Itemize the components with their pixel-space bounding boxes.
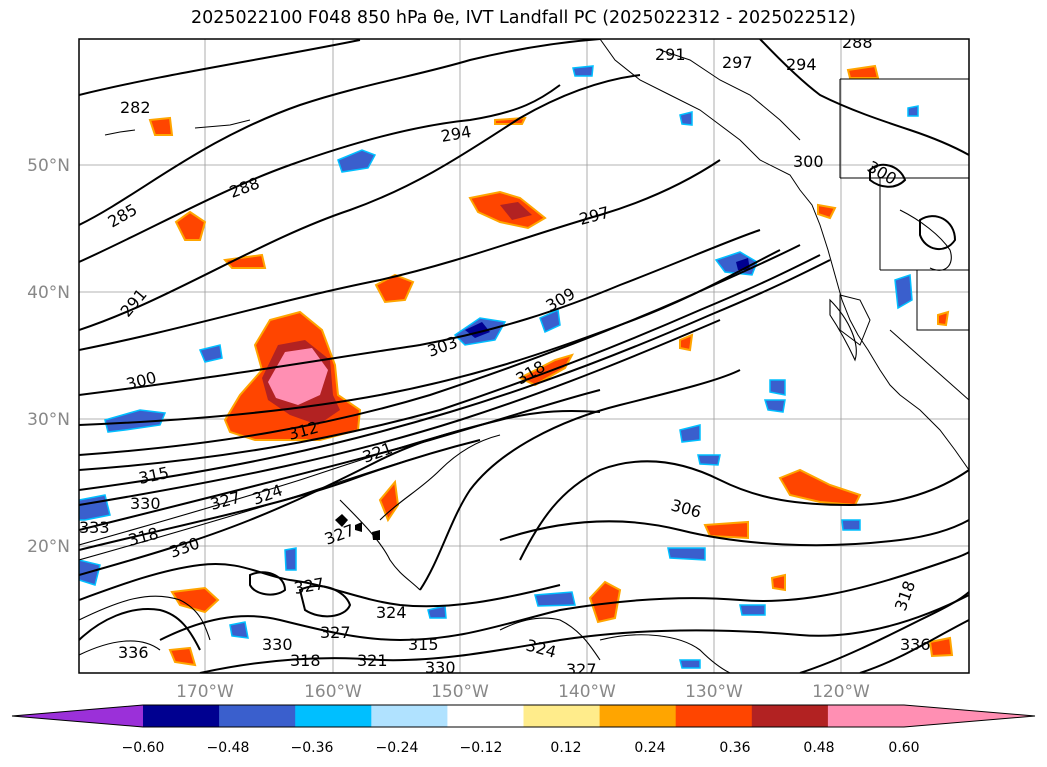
contour-label: 336 bbox=[118, 643, 149, 662]
colorbar-segment bbox=[599, 705, 677, 727]
colorbar-segment bbox=[219, 705, 296, 727]
lon-label-140w: 140°W bbox=[558, 682, 616, 702]
colorbar-segment bbox=[295, 705, 372, 727]
lon-label-130w: 130°W bbox=[685, 682, 743, 702]
colorbar-tick-label: 0.36 bbox=[719, 740, 750, 756]
colorbar-tick-label: 0.12 bbox=[550, 740, 581, 756]
lon-labels: 170°W 160°W 150°W 140°W 130°W 120°W bbox=[176, 682, 870, 702]
theta-e-contours-thin bbox=[79, 209, 952, 673]
colorbar-extend-low bbox=[12, 705, 143, 727]
colorbar-tick-label: −0.36 bbox=[291, 740, 334, 756]
colorbar-tick-label: 0.60 bbox=[888, 740, 919, 756]
colorbar-tick-label: −0.48 bbox=[207, 740, 250, 756]
contour-label: 327 bbox=[566, 660, 597, 679]
colorbar-segment bbox=[827, 705, 905, 727]
map-frame bbox=[78, 38, 970, 674]
contour-label: 300 bbox=[793, 152, 824, 171]
island-markers bbox=[335, 514, 380, 540]
colorbar-segment bbox=[751, 705, 829, 727]
colorbar-tick-label: 0.24 bbox=[634, 740, 665, 756]
contour-label: 324 bbox=[376, 603, 407, 622]
colorbar-segment bbox=[143, 705, 220, 727]
lon-label-120w: 120°W bbox=[812, 682, 870, 702]
lat-label-40n: 40°N bbox=[27, 283, 70, 303]
map-frame-bg bbox=[79, 39, 969, 673]
colorbar-segment bbox=[523, 705, 601, 727]
colorbar-segment bbox=[447, 705, 524, 727]
contour-label: 282 bbox=[120, 98, 151, 117]
contour-label: 330 bbox=[262, 635, 293, 654]
contour-label: 294 bbox=[786, 55, 817, 74]
colorbar-ticks: −0.60 −0.48 −0.36 −0.24 −0.12 0.12 0.24 … bbox=[122, 740, 920, 756]
contour-label: 288 bbox=[842, 33, 873, 52]
colorbar-segment bbox=[371, 705, 448, 727]
colorbar-segment bbox=[675, 705, 753, 727]
lat-label-30n: 30°N bbox=[27, 410, 70, 430]
contour-label: 318 bbox=[290, 651, 321, 670]
colorbar-tick-label: 0.48 bbox=[803, 740, 834, 756]
colorbar-tick-label: −0.60 bbox=[122, 740, 165, 756]
contour-label: 315 bbox=[408, 635, 439, 654]
colorbar bbox=[11, 704, 1036, 728]
contour-label: 330 bbox=[130, 494, 161, 513]
colorbar-extend-high bbox=[904, 705, 1035, 727]
lat-label-20n: 20°N bbox=[27, 537, 70, 557]
lon-label-160w: 160°W bbox=[304, 682, 362, 702]
lat-labels: 50°N 40°N 30°N 20°N bbox=[27, 156, 70, 557]
lon-label-170w: 170°W bbox=[176, 682, 234, 702]
contour-label: 291 bbox=[655, 45, 686, 64]
contour-label: 336 bbox=[900, 635, 931, 654]
contour-label: 330 bbox=[425, 658, 456, 677]
contour-label: 327 bbox=[320, 623, 351, 642]
colorbar-outline bbox=[11, 704, 1036, 728]
colorbar-tick-label: −0.24 bbox=[376, 740, 419, 756]
contour-label: 321 bbox=[357, 651, 388, 670]
lon-label-150w: 150°W bbox=[431, 682, 489, 702]
colorbar-tick-label: −0.12 bbox=[460, 740, 503, 756]
theta-e-contours bbox=[79, 39, 969, 673]
lat-label-50n: 50°N bbox=[27, 156, 70, 176]
contour-label: 333 bbox=[79, 518, 110, 537]
contour-label: 297 bbox=[722, 53, 753, 72]
map-title: 2025022100 F048 850 hPa θe, IVT Landfall… bbox=[191, 8, 856, 28]
